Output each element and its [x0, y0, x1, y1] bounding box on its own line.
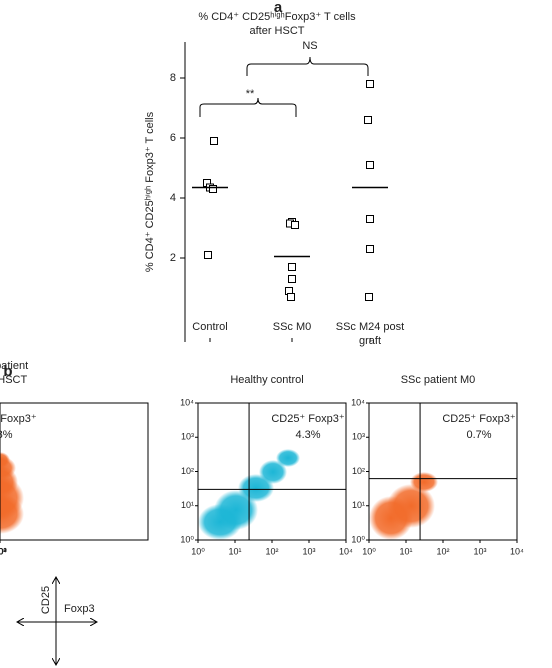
y-tick-label: 10² — [181, 466, 194, 476]
x-tick-label: Control — [192, 321, 228, 333]
data-point — [291, 221, 299, 229]
gate-percent: 7.8% — [0, 429, 13, 441]
y-tick-label: 10² — [352, 466, 365, 476]
cell-population — [0, 452, 10, 468]
bracket — [199, 97, 297, 117]
plot-title: SSc patient M0 — [401, 374, 476, 386]
gate-percent: 4.3% — [295, 429, 320, 441]
y-tick-label: 10⁴ — [351, 397, 365, 407]
data-point — [210, 137, 218, 145]
x-tick-label: 10¹ — [228, 546, 241, 556]
key-y-label: CD25 — [40, 586, 52, 614]
plot-frame — [0, 402, 149, 541]
gate-label: CD25⁺ Foxp3⁺ — [0, 413, 37, 425]
data-point — [287, 293, 295, 301]
x-tick-label-box: SSc M0 — [272, 321, 312, 333]
x-tick-label: 10² — [436, 546, 449, 556]
bracket — [246, 56, 369, 76]
x-tick-label: 10⁴ — [0, 546, 7, 556]
chart-title: % CD4⁺ CD25ʰⁱᵍʰFoxp3⁺ T cells — [198, 11, 356, 23]
x-tick-label: SSc M24 post graft — [335, 321, 405, 347]
y-tick-label: 10⁴ — [180, 397, 194, 407]
data-point — [364, 116, 372, 124]
x-tick-label: 10³ — [0, 546, 7, 556]
plot-title: Healthy control — [230, 374, 303, 386]
annotation: ** — [246, 88, 255, 100]
y-axis-label: % CD4⁺ CD25ʰⁱᵍʰ Foxp3⁺ T cells — [144, 111, 156, 272]
gate-label: CD25⁺ Foxp3⁺ — [271, 413, 345, 425]
x-tick-label: 10³ — [302, 546, 315, 556]
data-point — [288, 275, 296, 283]
data-point — [366, 215, 374, 223]
x-tick-label: 10² — [0, 546, 7, 556]
x-tick-label: 10⁰ — [362, 546, 376, 556]
x-tick-label: SSc M0 — [272, 321, 312, 333]
plot-title: SSc patient — [0, 360, 28, 372]
x-tick-label-box: Control — [192, 321, 228, 333]
data-point — [365, 293, 373, 301]
x-tick-label-box: SSc M24 post graft — [335, 321, 405, 347]
x-tick-label: 10² — [265, 546, 278, 556]
y-tick-label: 10¹ — [352, 500, 365, 510]
annotation: NS — [302, 40, 317, 52]
y-tick-label: 2 — [170, 252, 176, 264]
data-point — [366, 80, 374, 88]
y-tick-label: 4 — [170, 192, 176, 204]
y-tick-label: 10³ — [352, 432, 365, 442]
cell-population — [259, 460, 287, 484]
x-tick-label: 10¹ — [399, 546, 412, 556]
data-point — [288, 263, 296, 271]
gate-label: CD25⁺ Foxp3⁺ — [442, 413, 516, 425]
y-tick-label: 10¹ — [181, 500, 194, 510]
y-tick-label: 8 — [170, 72, 176, 84]
x-tick-label: 10³ — [473, 546, 486, 556]
panel-label: a — [274, 0, 283, 16]
data-point — [366, 161, 374, 169]
chart-title: after HSCT — [249, 25, 304, 37]
x-tick-label: 10¹ — [0, 546, 7, 556]
cell-population — [387, 484, 435, 528]
data-point — [209, 185, 217, 193]
x-tick-label: 10⁰ — [191, 546, 205, 556]
gate-percent: 0.7% — [466, 429, 491, 441]
x-tick-label: 10⁴ — [510, 546, 524, 556]
data-point — [204, 251, 212, 259]
plot-title: M24 HSCT — [0, 374, 27, 386]
x-tick-label: 10⁰ — [0, 546, 7, 556]
cell-population — [410, 472, 438, 492]
y-tick-label: 10³ — [181, 432, 194, 442]
data-point — [366, 245, 374, 253]
y-tick-label: 6 — [170, 132, 176, 144]
y-tick-label: 10⁰ — [180, 534, 194, 544]
key-x-label: Foxp3 — [64, 603, 95, 615]
cell-population — [276, 449, 300, 467]
x-tick-label: 10⁴ — [339, 546, 353, 556]
panel-label: b — [3, 363, 12, 380]
y-tick-label: 10⁰ — [351, 534, 365, 544]
